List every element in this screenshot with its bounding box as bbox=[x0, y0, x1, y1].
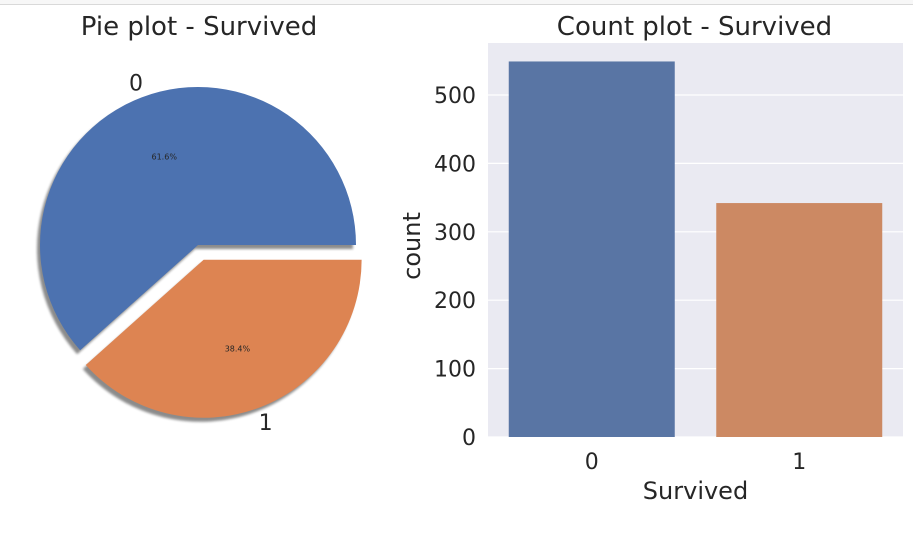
y-tick-label: 0 bbox=[462, 426, 476, 451]
pie-wedge-layer bbox=[39, 87, 362, 418]
y-axis-label: count bbox=[398, 212, 426, 280]
pie-chart-title: Pie plot - Survived bbox=[80, 12, 318, 42]
x-axis-label: Survived bbox=[643, 477, 748, 505]
pie-chart: 61.6% 0 38.4% 1 bbox=[36, 72, 362, 437]
pie-label-layer: 61.6% 0 38.4% 1 bbox=[129, 72, 273, 437]
y-tick-label: 500 bbox=[434, 84, 476, 109]
pie-wedge-1 bbox=[85, 259, 362, 418]
y-tick-label: 400 bbox=[434, 152, 476, 177]
pie-category-label: 0 bbox=[129, 72, 143, 97]
pie-category-label: 1 bbox=[259, 411, 273, 436]
bar-chart-title: Count plot - Survived bbox=[556, 12, 833, 42]
window-top-border bbox=[0, 0, 913, 5]
bar-1 bbox=[716, 203, 883, 437]
bar-0 bbox=[508, 61, 675, 437]
bars-layer bbox=[508, 61, 883, 437]
y-tick-label: 100 bbox=[434, 358, 476, 383]
pie-percent-label: 61.6% bbox=[152, 152, 178, 161]
x-tick-label: 1 bbox=[792, 450, 806, 475]
y-axis-ticks: 0 100 200 300 400 500 bbox=[434, 84, 476, 451]
x-tick-label: 0 bbox=[585, 450, 599, 475]
y-tick-label: 200 bbox=[434, 289, 476, 314]
y-tick-label: 300 bbox=[434, 221, 476, 246]
pie-wedge-0 bbox=[39, 87, 356, 351]
pie-percent-label: 38.4% bbox=[225, 344, 251, 353]
